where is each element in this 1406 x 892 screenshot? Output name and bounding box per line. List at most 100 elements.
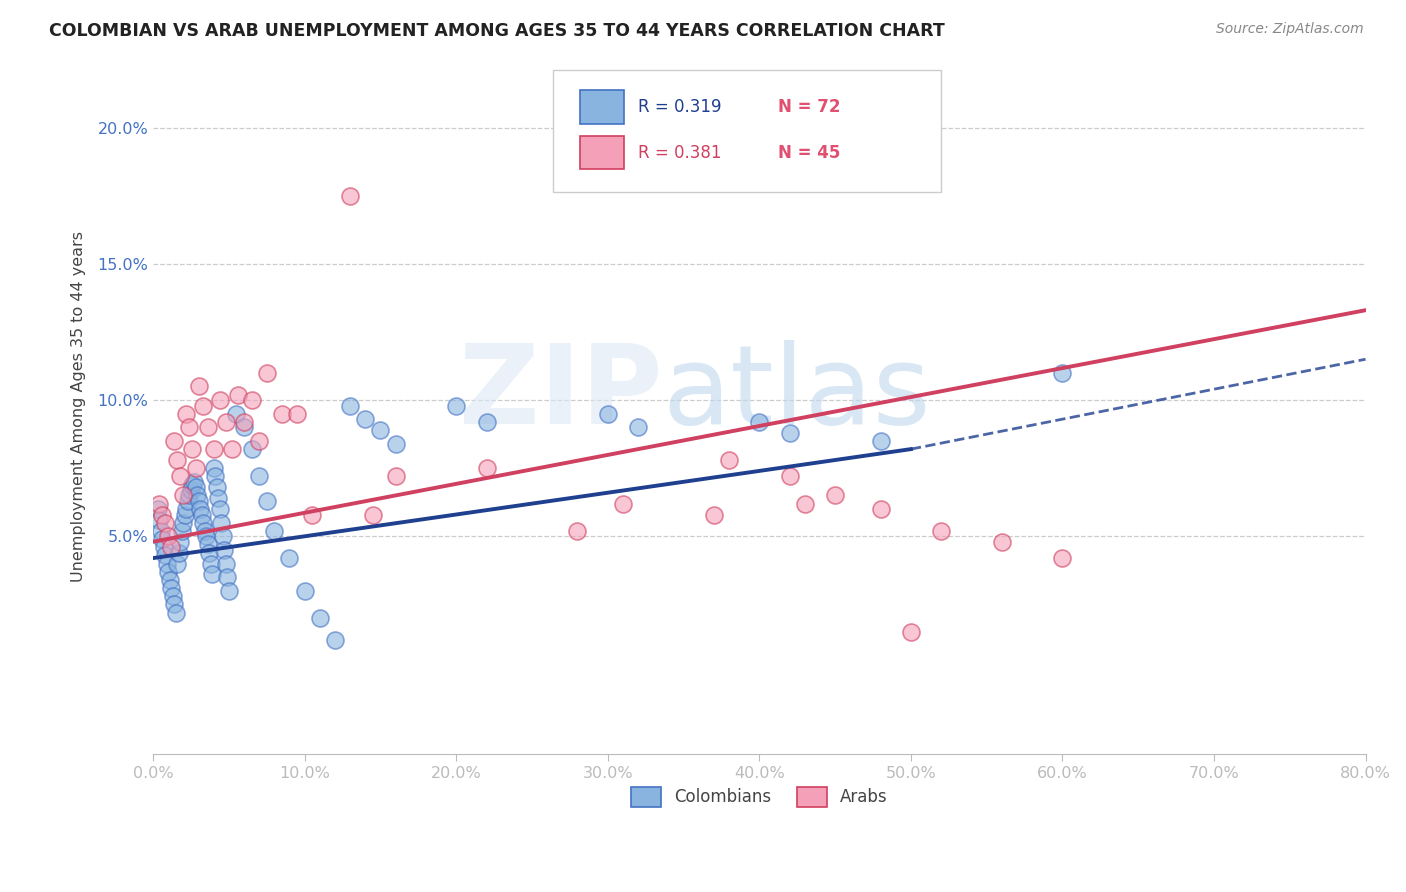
Point (197, 537, 219, 551)
Point (163, 434, 186, 448)
Point (169, 534, 191, 549)
Point (165, 606, 187, 620)
Point (256, 494, 278, 508)
Point (301, 508, 323, 522)
Text: COLOMBIAN VS ARAB UNEMPLOYMENT AMONG AGES 35 TO 44 YEARS CORRELATION CHART: COLOMBIAN VS ARAB UNEMPLOYMENT AMONG AGE… (49, 22, 945, 40)
Text: ZIP: ZIP (458, 340, 662, 447)
Point (748, 415, 770, 429)
Point (247, 469, 270, 483)
Point (187, 379, 209, 393)
Point (208, 502, 231, 516)
Point (174, 508, 197, 522)
Point (271, 407, 294, 421)
FancyBboxPatch shape (579, 136, 623, 169)
Point (180, 483, 202, 497)
Point (339, 189, 361, 203)
Point (703, 508, 725, 522)
Point (475, 415, 498, 429)
Point (162, 589, 184, 603)
Point (900, 624, 922, 639)
Point (233, 420, 256, 434)
Point (627, 420, 650, 434)
Point (181, 477, 204, 491)
Point (991, 534, 1014, 549)
Point (172, 488, 194, 502)
Point (215, 415, 238, 429)
Text: N = 45: N = 45 (778, 144, 839, 161)
Point (256, 366, 278, 380)
Point (195, 529, 218, 543)
Point (146, 502, 169, 516)
Point (824, 488, 846, 502)
Point (148, 497, 170, 511)
Text: Source: ZipAtlas.com: Source: ZipAtlas.com (1216, 22, 1364, 37)
Point (157, 529, 180, 543)
Point (214, 542, 236, 557)
Point (218, 583, 240, 598)
Point (159, 573, 181, 587)
Point (247, 434, 270, 448)
Text: R = 0.381: R = 0.381 (638, 144, 721, 161)
Point (166, 453, 188, 467)
Point (211, 529, 233, 543)
Point (384, 469, 406, 483)
Point (475, 461, 498, 475)
Point (869, 434, 891, 448)
Point (208, 393, 231, 408)
Point (152, 540, 174, 554)
Point (191, 516, 214, 530)
Point (202, 442, 225, 457)
Point (197, 420, 219, 434)
Point (204, 469, 226, 483)
Point (240, 442, 263, 457)
Point (191, 399, 214, 413)
Point (179, 488, 201, 502)
Point (233, 415, 256, 429)
Point (163, 598, 186, 612)
Text: N = 72: N = 72 (778, 98, 839, 116)
Point (155, 516, 177, 530)
Point (779, 469, 801, 483)
Point (567, 524, 589, 538)
Point (187, 494, 209, 508)
Point (354, 412, 377, 426)
Point (149, 524, 172, 538)
Point (263, 524, 285, 538)
Point (188, 502, 211, 516)
Point (361, 508, 384, 522)
Text: R = 0.319: R = 0.319 (638, 98, 721, 116)
Point (209, 516, 232, 530)
Point (190, 508, 212, 522)
Point (217, 570, 239, 584)
Point (793, 497, 815, 511)
Point (201, 567, 224, 582)
Point (184, 480, 207, 494)
Point (194, 524, 217, 538)
Point (285, 407, 308, 421)
Point (221, 442, 243, 457)
Point (160, 540, 183, 554)
Point (444, 399, 467, 413)
Point (308, 611, 330, 625)
Point (150, 532, 173, 546)
Point (323, 632, 346, 647)
Point (294, 583, 316, 598)
Point (596, 407, 619, 421)
Point (929, 524, 952, 538)
FancyBboxPatch shape (579, 90, 623, 123)
Point (215, 557, 238, 571)
Text: atlas: atlas (662, 340, 931, 447)
Point (207, 491, 229, 505)
Y-axis label: Unemployment Among Ages 35 to 44 years: Unemployment Among Ages 35 to 44 years (72, 231, 86, 582)
Point (278, 551, 301, 566)
Point (155, 549, 177, 563)
Point (718, 453, 741, 467)
Point (1052, 551, 1074, 566)
Point (184, 461, 207, 475)
Point (156, 557, 179, 571)
Point (612, 497, 634, 511)
Point (183, 475, 205, 489)
Point (167, 546, 190, 560)
Point (172, 516, 194, 530)
Point (384, 436, 406, 450)
